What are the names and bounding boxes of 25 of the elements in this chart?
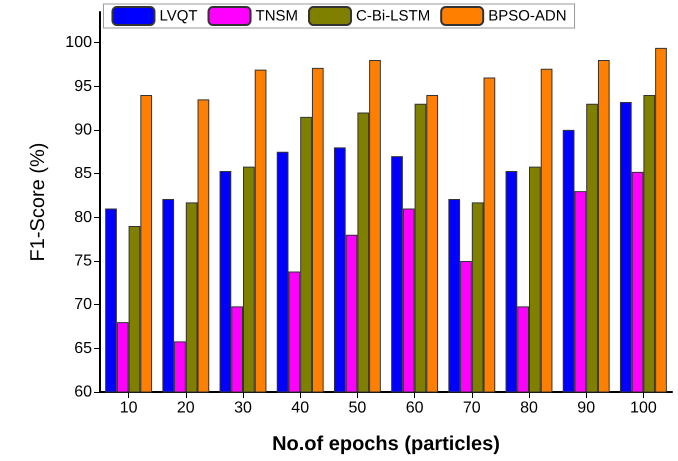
x-tick-label: 80 <box>520 400 538 416</box>
legend-label: C-Bi-LSTM <box>356 8 430 24</box>
x-tick-label: 90 <box>577 400 596 416</box>
x-tick-label: 20 <box>176 400 195 416</box>
y-axis-title: F1-Score (%) <box>27 142 49 262</box>
x-tick-label: 10 <box>120 400 138 416</box>
y-tick-label: 80 <box>74 208 92 226</box>
x-tick-label: 50 <box>348 400 366 416</box>
y-tick-label: 90 <box>74 121 92 138</box>
y-tick-label: 100 <box>65 34 92 52</box>
legend-label: LVQT <box>159 8 198 24</box>
x-tick-label: 40 <box>291 400 310 416</box>
y-tick-label: 95 <box>74 78 92 95</box>
legend-label: TNSM <box>256 8 298 24</box>
y-tick-label: 60 <box>74 384 92 400</box>
x-tick-label: 100 <box>630 400 657 416</box>
y-tick-label: 65 <box>74 340 92 357</box>
y-tick-label: 85 <box>74 165 92 182</box>
y-tick-label: 70 <box>74 296 92 314</box>
y-tick-label: 75 <box>74 252 92 270</box>
x-tick-label: 30 <box>234 400 252 416</box>
legend-label: BPSO-ADN <box>488 8 567 24</box>
x-axis-title: No.of epochs (particles) <box>272 433 500 455</box>
x-tick-label: 70 <box>462 400 481 416</box>
x-tick-label: 60 <box>406 400 424 416</box>
